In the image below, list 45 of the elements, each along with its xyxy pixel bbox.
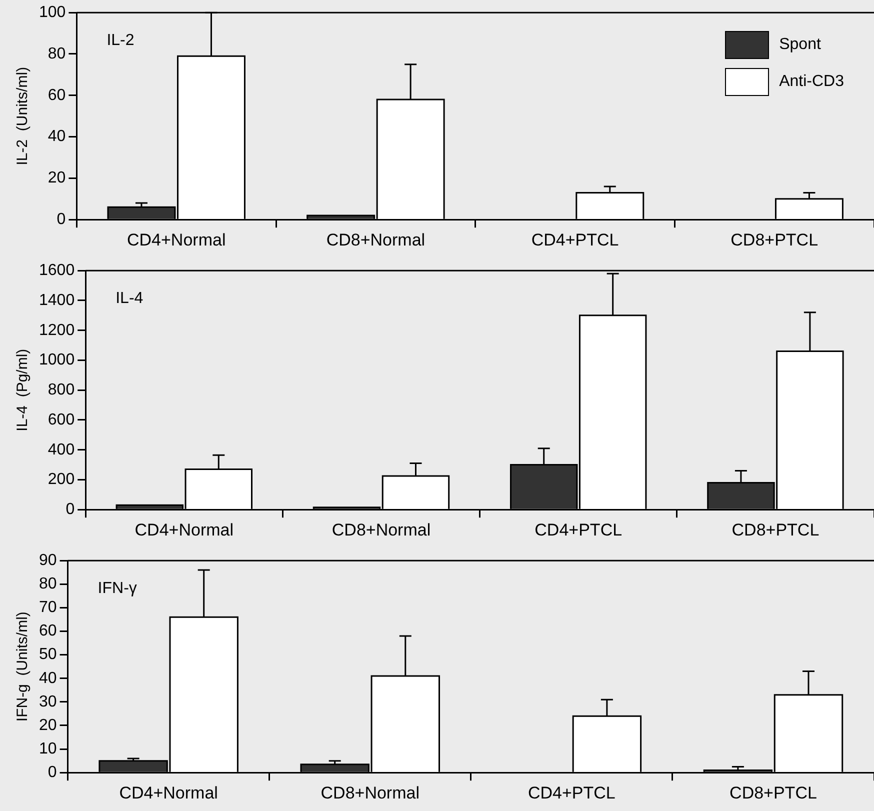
y-tick-label: 10 (39, 740, 57, 758)
x-tick-label: CD4+Normal (119, 783, 218, 802)
y-tick-label: 1400 (39, 292, 75, 309)
annotation: IL-2 (106, 32, 134, 50)
y-tick-label: 70 (39, 599, 57, 616)
x-tick-label: CD4+PTCL (534, 520, 622, 540)
x-tick-label: CD8+Normal (320, 783, 420, 802)
x-tick-label: CD4+Normal (134, 520, 234, 540)
y-tick-label: 0 (56, 211, 66, 228)
x-tick-label: CD8+PTCL (730, 783, 817, 802)
y-axis-title: IL-2 (Units/ml) (14, 66, 32, 166)
y-tick-label: 80 (48, 45, 66, 62)
y-tick-label: 0 (66, 501, 75, 518)
x-tick-label: CD4+PTCL (531, 230, 619, 250)
annotation: IFN-γ (98, 580, 137, 598)
x-tick-label: CD8+PTCL (730, 230, 818, 250)
y-axis-title: IFN-g (Units/ml) (14, 612, 32, 722)
y-tick-label: 0 (48, 764, 57, 782)
x-tick-label: CD4+Normal (126, 230, 226, 250)
y-tick-label: 50 (39, 646, 57, 664)
x-tick-label: CD8+Normal (332, 520, 431, 540)
y-tick-label: 60 (48, 86, 66, 104)
y-tick-label: 200 (48, 471, 75, 488)
y-tick-label: 30 (39, 693, 57, 710)
x-tick-label: CD8+Normal (326, 230, 426, 250)
y-tick-label: 600 (48, 411, 75, 428)
x-tick-label: CD8+PTCL (732, 520, 820, 540)
legend-label: Anti-CD3 (779, 72, 844, 91)
annotation: IL-4 (116, 290, 144, 308)
y-tick-label: 1000 (39, 352, 75, 369)
y-tick-label: 60 (39, 622, 57, 640)
y-tick-label: 400 (48, 441, 75, 458)
y-tick-label: 1600 (39, 262, 75, 280)
legend-label: Spont (779, 36, 821, 54)
y-tick-label: 20 (39, 716, 57, 734)
y-axis-title: IL-4 (Pg/ml) (14, 348, 32, 432)
y-tick-label: 800 (48, 382, 75, 399)
y-tick-label: 40 (39, 670, 57, 687)
y-tick-label: 1200 (39, 322, 75, 339)
y-tick-label: 20 (48, 170, 66, 187)
x-tick-label: CD4+PTCL (528, 783, 616, 802)
y-tick-label: 90 (39, 552, 57, 570)
y-tick-label: 80 (39, 576, 57, 593)
y-tick-label: 40 (48, 128, 66, 146)
y-tick-label: 100 (38, 4, 66, 22)
